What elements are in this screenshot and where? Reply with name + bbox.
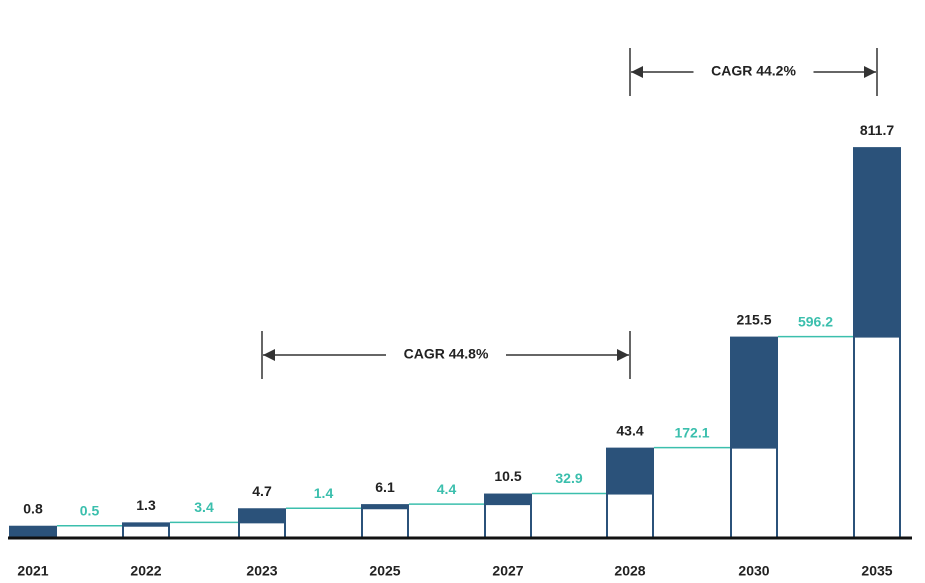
bar-base <box>606 492 654 539</box>
bar-increment <box>730 336 778 448</box>
value-label: 215.5 <box>736 311 771 327</box>
increment-label: 172.1 <box>674 424 709 440</box>
bar-increment <box>606 447 654 494</box>
bar-increment <box>122 522 170 526</box>
increment-label: 4.4 <box>437 481 457 497</box>
annotation: CAGR 44.2% <box>711 63 796 79</box>
value-label: 10.5 <box>494 468 521 484</box>
value-label: 1.3 <box>136 497 156 513</box>
x-tick-label: 2027 <box>492 563 523 579</box>
value-label: 6.1 <box>375 479 395 495</box>
bar-increment <box>361 504 409 509</box>
x-tick-label: 2035 <box>861 563 892 579</box>
bar-base <box>484 503 532 540</box>
bar-base <box>730 446 778 539</box>
value-label: 4.7 <box>252 483 272 499</box>
increment-label: 596.2 <box>798 313 833 329</box>
x-tick-label: 2022 <box>130 563 161 579</box>
value-label: 811.7 <box>860 122 894 138</box>
bar <box>9 525 57 538</box>
increment-label: 32.9 <box>555 470 582 486</box>
bar-increment <box>238 508 286 523</box>
x-tick-label: 2028 <box>614 563 645 579</box>
increment-label: 3.4 <box>194 499 214 515</box>
annotation: CAGR 44.8% <box>404 346 489 362</box>
value-label: 43.4 <box>616 422 643 438</box>
x-tick-label: 2023 <box>246 563 277 579</box>
increment-label: 1.4 <box>314 485 334 501</box>
bar-base <box>361 507 409 539</box>
bar-increment <box>484 493 532 505</box>
increment-label: 0.5 <box>80 502 100 518</box>
bar-base <box>853 335 901 539</box>
x-tick-label: 2025 <box>369 563 400 579</box>
x-tick-label: 2030 <box>738 563 769 579</box>
x-tick-label: 2021 <box>17 563 48 579</box>
value-label: 0.8 <box>23 500 43 516</box>
bar-base <box>238 521 286 540</box>
bar-base <box>122 524 170 539</box>
bar-increment <box>853 147 901 337</box>
